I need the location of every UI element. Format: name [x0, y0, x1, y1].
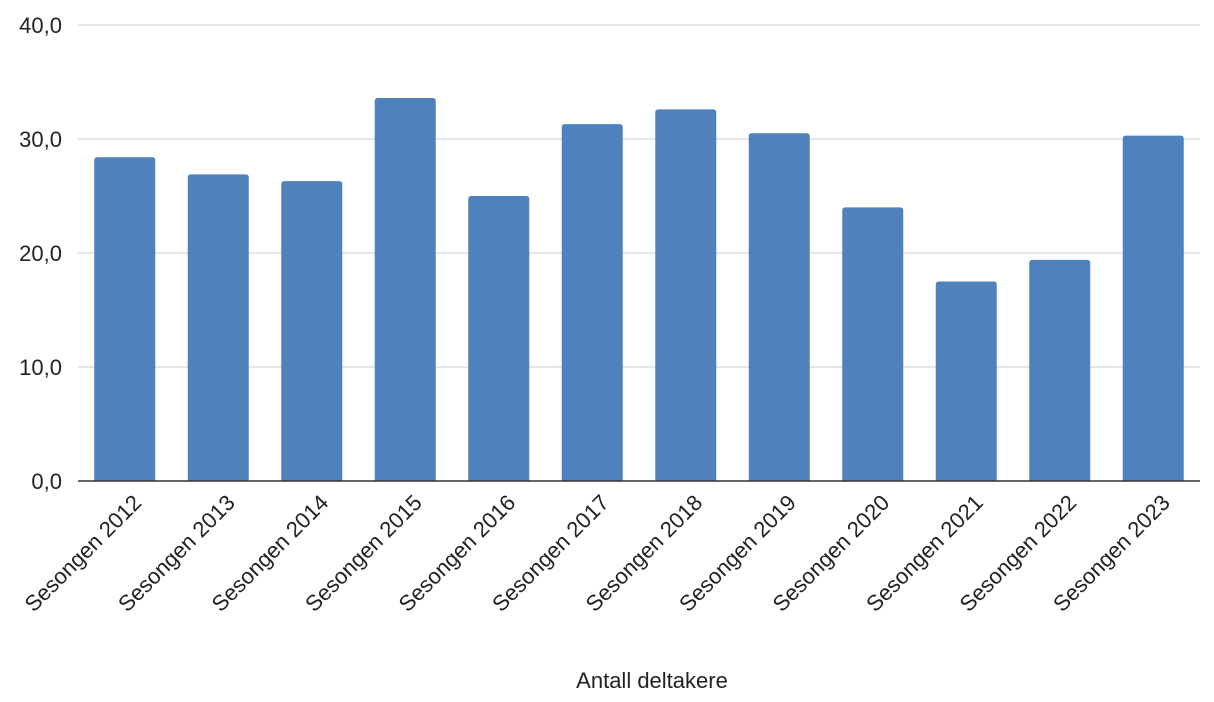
bars-layer [94, 97, 1184, 482]
bar [1029, 259, 1091, 481]
y-tick-label: 30,0 [19, 127, 62, 152]
bar [561, 124, 623, 482]
y-tick-label: 20,0 [19, 241, 62, 266]
y-tick-label: 10,0 [19, 355, 62, 380]
y-tick-labels: 0,0 10,0 20,0 30,0 40,0 [19, 13, 62, 494]
bar [281, 181, 343, 481]
bar [94, 157, 156, 482]
y-tick-label: 0,0 [31, 469, 62, 494]
bar [935, 281, 997, 481]
y-tick-label: 40,0 [19, 13, 62, 38]
bar [748, 133, 810, 482]
grid-layer [78, 24, 1200, 368]
x-axis-title: Antall deltakere [576, 668, 728, 693]
bar [187, 174, 249, 481]
bar [1122, 135, 1184, 481]
bar [842, 207, 904, 481]
bar [374, 97, 436, 482]
bar [468, 196, 530, 481]
bar [655, 109, 717, 482]
